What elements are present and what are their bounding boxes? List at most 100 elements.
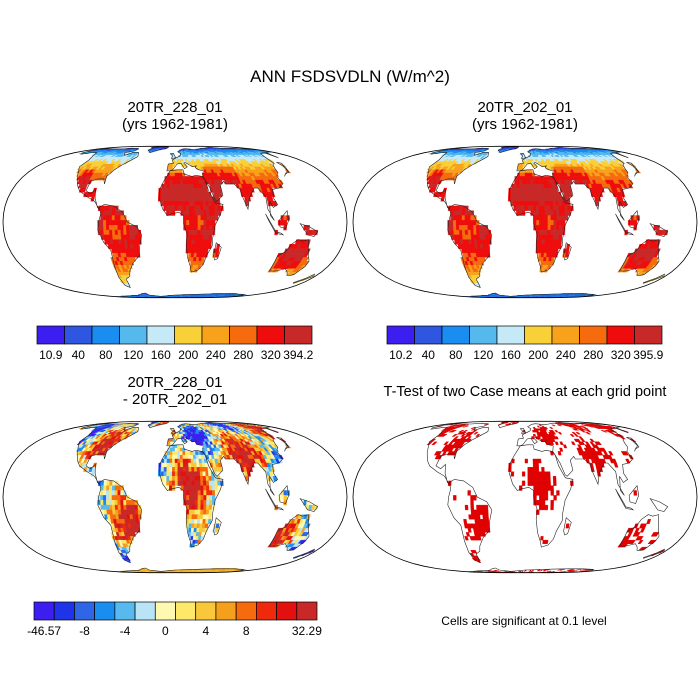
grid-cell xyxy=(458,225,463,231)
grid-cell xyxy=(538,205,543,211)
grid-cell xyxy=(510,192,515,197)
grid-cell xyxy=(174,192,178,197)
grid-cell xyxy=(558,229,563,236)
grid-cell xyxy=(191,205,196,211)
grid-cell xyxy=(554,187,559,193)
grid-cell xyxy=(535,192,540,197)
grid-cell xyxy=(561,205,566,211)
grid-cell xyxy=(467,229,472,236)
grid-cell xyxy=(556,210,560,216)
grid-cell xyxy=(209,225,213,231)
grid-cell xyxy=(117,225,121,231)
grid-cell xyxy=(169,196,173,202)
grid-cell xyxy=(163,187,168,193)
grid-cell xyxy=(166,183,170,189)
grid-cell xyxy=(544,201,548,207)
grid-cell xyxy=(188,239,193,245)
grid-cell xyxy=(197,239,201,245)
grid-cell xyxy=(169,172,173,177)
grid-cell xyxy=(125,283,132,286)
grid-cell xyxy=(186,215,190,221)
colorbar-swatch xyxy=(469,325,498,345)
grid-cell xyxy=(180,201,184,207)
grid-cell xyxy=(200,234,204,240)
grid-cell xyxy=(191,192,195,197)
grid-cell xyxy=(218,179,223,185)
grid-cell xyxy=(559,225,563,231)
grid-cell xyxy=(191,234,196,240)
grid-cell xyxy=(161,187,165,193)
grid-cell xyxy=(169,205,173,211)
panel-difference: 20TR_228_01 - 20TR_202_01 -46.57 -8 -4 0 4 8 3… xyxy=(2,374,348,638)
grid-cell xyxy=(131,257,136,262)
grid-cell xyxy=(197,210,201,216)
grid-cell xyxy=(90,196,95,202)
grid-cell xyxy=(114,229,119,236)
grid-cell xyxy=(536,220,540,226)
grid-cell xyxy=(519,205,523,211)
grid-cell xyxy=(126,225,130,231)
grid-cell xyxy=(450,220,454,226)
grid-cell xyxy=(470,215,474,221)
grid-cell xyxy=(513,201,517,207)
colorbar-swatch xyxy=(284,325,313,345)
grid-cell xyxy=(556,220,560,226)
grid-cell xyxy=(131,156,137,160)
grid-cell xyxy=(539,225,543,231)
world-map-difference xyxy=(2,420,348,574)
grid-cell xyxy=(172,179,176,185)
grid-cell xyxy=(106,210,110,216)
grid-cell xyxy=(171,196,176,202)
grid-cell xyxy=(544,244,548,249)
grid-cell xyxy=(135,244,140,249)
grid-cell xyxy=(174,196,179,202)
panel-case2: 20TR_202_01 (yrs 1962-1981) 10.2 40 80 120 1… xyxy=(352,99,698,362)
grid-cell xyxy=(177,196,181,202)
grid-cell xyxy=(123,225,127,231)
grid-cell xyxy=(128,264,133,269)
grid-cell xyxy=(476,225,480,231)
colorbar-tick-label: 320 xyxy=(261,348,281,362)
grid-cell xyxy=(516,187,520,193)
grid-cell xyxy=(127,159,133,162)
grid-cell xyxy=(527,172,531,177)
grid-cell xyxy=(524,205,529,211)
grid-cell xyxy=(199,239,204,245)
grid-cell xyxy=(134,229,139,236)
grid-cell xyxy=(470,229,475,236)
grid-cell xyxy=(163,201,167,207)
grid-cell xyxy=(209,220,213,226)
grid-cell xyxy=(179,176,183,181)
grid-cell xyxy=(522,187,526,193)
colorbar-tick-label: 160 xyxy=(151,348,171,362)
grid-cell xyxy=(541,225,546,231)
grid-cell xyxy=(517,166,521,170)
grid-cell xyxy=(487,234,492,240)
grid-cell xyxy=(516,205,520,211)
grid-cell xyxy=(550,234,554,240)
grid-cell xyxy=(177,179,181,185)
grid-cell xyxy=(167,176,171,181)
grid-cell xyxy=(206,220,210,226)
colorbar-tick-label: 120 xyxy=(123,348,143,362)
grid-cell xyxy=(214,205,218,211)
grid-cell xyxy=(514,183,518,189)
panel-case1: 20TR_228_01 (yrs 1962-1981) 10.9 40 80 120 1… xyxy=(2,99,348,362)
grid-cell xyxy=(283,225,287,231)
grid-cell xyxy=(524,192,528,197)
grid-cell xyxy=(519,192,523,197)
grid-cell xyxy=(524,179,528,185)
grid-cell xyxy=(174,201,179,207)
grid-cell xyxy=(172,163,176,167)
grid-cell xyxy=(160,196,165,202)
grid-cell xyxy=(524,159,528,162)
grid-cell xyxy=(527,196,531,202)
grid-cell xyxy=(541,205,546,211)
grid-cell xyxy=(191,225,196,231)
grid-cell xyxy=(553,210,557,216)
grid-cell xyxy=(450,215,454,221)
grid-cell xyxy=(535,187,539,193)
panel-difference-title-line2: - 20TR_202_01 xyxy=(123,391,227,408)
grid-cell xyxy=(211,215,216,221)
grid-cell xyxy=(185,192,190,197)
